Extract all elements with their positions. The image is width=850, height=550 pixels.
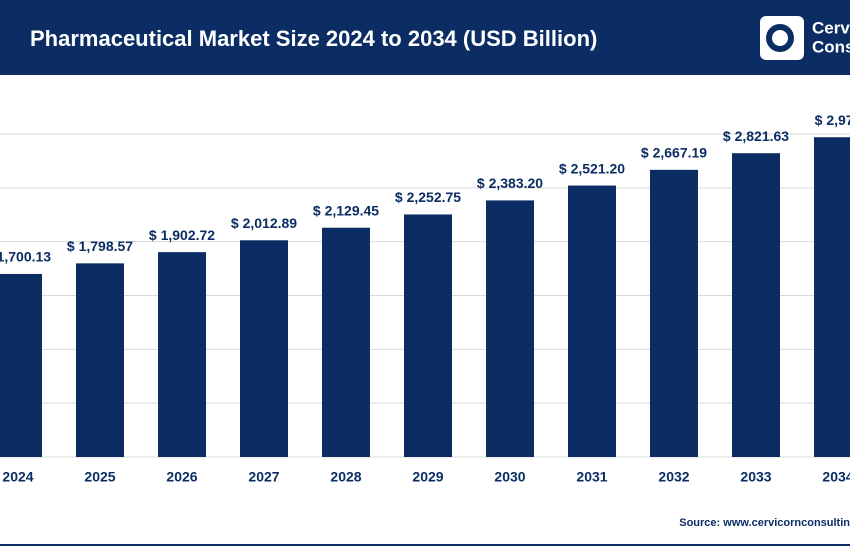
x-tick-label: 2029	[412, 469, 443, 485]
x-tick-label: 2034	[822, 469, 850, 485]
x-tick-label: 2027	[248, 469, 279, 485]
bar	[404, 214, 452, 457]
header-band	[0, 0, 850, 75]
value-label: $ 2,012.89	[231, 215, 297, 231]
x-tick-label: 2025	[84, 469, 115, 485]
value-label: $ 2,129.45	[313, 202, 379, 218]
logo-icon	[760, 16, 804, 60]
x-tick-label: 2028	[330, 469, 361, 485]
x-tick-label: 2030	[494, 469, 525, 485]
value-label: $ 2,521.20	[559, 160, 625, 176]
source-note: Source: www.cervicornconsultin	[679, 517, 850, 529]
bar	[732, 153, 780, 457]
bar	[240, 240, 288, 457]
bar	[486, 200, 534, 457]
bar	[76, 263, 124, 457]
bar	[814, 137, 850, 458]
bar	[568, 185, 616, 458]
brand-name: Cons	[812, 37, 850, 56]
value-label: $ 1,902.72	[149, 227, 215, 243]
brand-name: Cervi	[812, 18, 850, 37]
value-label: $ 2,667.19	[641, 145, 707, 161]
x-tick-label: 2033	[740, 469, 771, 485]
chart-title: Pharmaceutical Market Size 2024 to 2034 …	[30, 26, 597, 51]
value-label: $ 2,252.75	[395, 189, 461, 205]
bar	[322, 227, 370, 457]
value-label: $ 2,383.20	[477, 175, 543, 191]
x-tick-label: 2026	[166, 469, 197, 485]
value-label: $ 2,970	[815, 112, 850, 128]
x-tick-label: 2031	[576, 469, 607, 485]
bar	[0, 273, 42, 457]
bar	[650, 169, 698, 457]
value-label: $ 1,700.13	[0, 249, 51, 265]
value-label: $ 1,798.57	[67, 238, 133, 254]
logo-mark	[766, 24, 794, 52]
x-tick-label: 2024	[2, 469, 33, 485]
value-label: $ 2,821.63	[723, 128, 789, 144]
bar	[158, 252, 206, 457]
x-tick-label: 2032	[658, 469, 689, 485]
